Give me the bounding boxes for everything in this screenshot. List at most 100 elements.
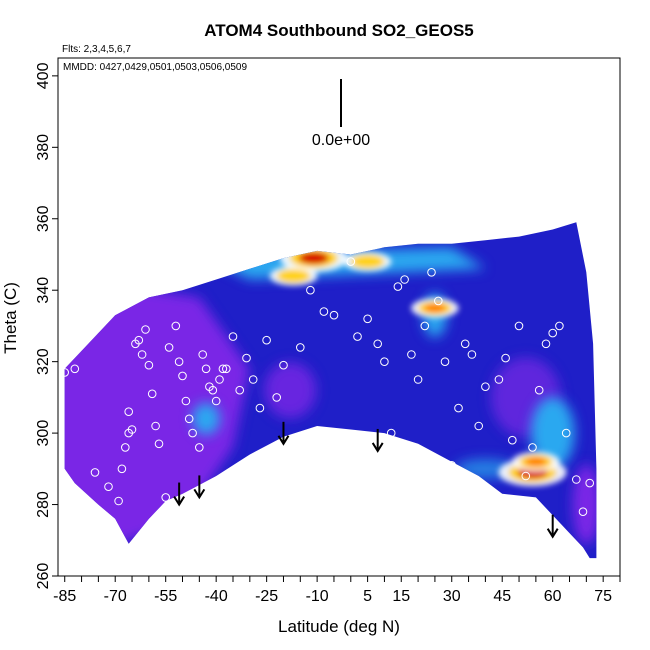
y-tick-label: 260 <box>35 563 52 590</box>
sample-point <box>272 393 282 402</box>
sample-point <box>319 307 329 316</box>
x-axis-label: Latitude (deg N) <box>278 617 400 636</box>
x-tick-label: -40 <box>205 588 228 605</box>
y-tick-label: 340 <box>35 277 52 304</box>
hotspot-5 <box>269 266 318 286</box>
sample-point <box>127 425 137 434</box>
x-tick-label: -85 <box>53 588 76 605</box>
sample-point <box>306 285 315 295</box>
sample-point <box>346 257 356 266</box>
sample-point <box>336 428 346 438</box>
x-tick-label: -70 <box>104 588 127 605</box>
flight-arrows <box>173 421 559 539</box>
scale-label: 0.0e+00 <box>312 132 370 149</box>
sample-point <box>164 343 174 352</box>
y-tick-label: 300 <box>35 420 52 447</box>
sample-point <box>181 396 191 406</box>
sample-point <box>222 364 231 374</box>
sample-point <box>481 382 490 392</box>
flight-arrow <box>546 514 559 539</box>
mmdd-label: MMDD: 0427,0429,0501,0503,0506,0509 <box>63 62 247 73</box>
sample-point <box>255 403 265 413</box>
flight-arrow <box>277 421 290 446</box>
sample-point <box>363 314 372 324</box>
x-tick-label: -25 <box>255 588 278 605</box>
sample-point <box>514 321 524 331</box>
sample-point <box>178 371 187 381</box>
sample-point <box>154 439 164 449</box>
sample-point <box>285 446 295 456</box>
sample-point <box>434 296 443 306</box>
x-tick-label: 45 <box>493 588 511 605</box>
sample-point <box>117 543 127 552</box>
x-axis: -85 -70 -55 -40 -25 -10 5 15 30 45 60 75 <box>53 576 621 605</box>
sample-point <box>454 403 463 413</box>
sample-point <box>124 407 133 417</box>
sample-point <box>104 482 113 492</box>
sample-point <box>134 335 144 345</box>
sample-point <box>198 350 207 359</box>
sample-point <box>373 339 383 349</box>
sample-point <box>460 339 470 349</box>
sample-point <box>400 275 409 284</box>
sample-point <box>541 339 551 349</box>
sample-point <box>407 350 416 359</box>
sample-point <box>117 464 127 474</box>
sample-point <box>467 350 477 359</box>
x-tick-label: 5 <box>363 588 372 605</box>
sample-point <box>440 357 450 367</box>
x-tick-label: -55 <box>154 588 177 605</box>
sample-point <box>296 343 305 352</box>
chart-title: ATOM4 Southbound SO2_GEOS5 <box>204 21 474 40</box>
sample-point <box>494 375 504 384</box>
sample-point <box>585 478 595 488</box>
sample-point <box>151 421 160 431</box>
sample-point <box>353 332 362 341</box>
hotspot-2 <box>411 298 459 318</box>
sample-point <box>147 389 157 399</box>
flights-label: Flts: 2,3,4,5,6,7 <box>62 44 131 55</box>
y-tick-label: 280 <box>35 491 52 518</box>
sample-point <box>242 353 251 363</box>
sample-point <box>141 325 150 334</box>
sample-point <box>447 461 457 470</box>
sample-point <box>329 310 339 320</box>
sample-point <box>248 375 258 384</box>
sample-point <box>184 414 194 424</box>
sample-point <box>188 428 197 438</box>
sample-point <box>218 364 228 374</box>
sample-point <box>501 353 510 363</box>
sample-point <box>195 443 204 452</box>
sample-point <box>171 321 181 331</box>
sample-point <box>565 214 574 224</box>
sample-point <box>534 385 544 395</box>
y-tick-label: 320 <box>35 348 52 375</box>
x-tick-label: 60 <box>544 588 562 605</box>
sample-point <box>572 475 581 484</box>
x-tick-label: -10 <box>306 588 329 605</box>
y-tick-label: 400 <box>35 62 52 89</box>
sample-points <box>60 214 595 552</box>
sample-point <box>528 443 537 452</box>
sample-point <box>393 282 403 291</box>
sample-point <box>386 428 396 438</box>
sample-point <box>508 435 517 445</box>
sample-point <box>578 507 588 517</box>
sample-point <box>487 500 497 509</box>
sample-point <box>137 350 147 359</box>
sample-point <box>70 364 80 374</box>
sample-point <box>555 321 564 331</box>
x-tick-label: 30 <box>443 588 461 605</box>
sample-point <box>121 443 130 452</box>
sample-point <box>474 421 484 431</box>
sample-point <box>521 471 531 481</box>
sample-point <box>161 493 170 502</box>
sample-point <box>114 496 123 506</box>
sample-point <box>201 364 211 374</box>
sample-point <box>561 428 571 438</box>
x-tick-label: 75 <box>594 588 612 605</box>
sample-point <box>427 268 436 277</box>
y-axis-label: Theta (C) <box>1 282 20 354</box>
sample-point <box>144 360 154 370</box>
